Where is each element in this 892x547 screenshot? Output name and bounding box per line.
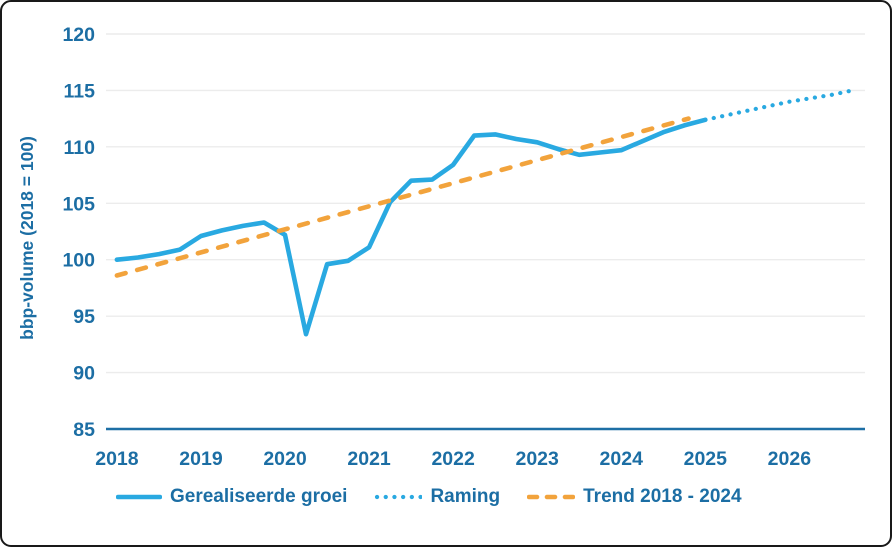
y-tick-label-100: 100 — [62, 250, 95, 272]
solid-line-swatch-icon — [116, 494, 162, 500]
x-tick-label-2025: 2025 — [684, 448, 728, 470]
axis-layer: 85 90 95 100 105 110 115 120 2018 2019 2020 2021 202… — [62, 24, 865, 470]
series-line-solid-0 — [114, 117, 708, 337]
x-tick-label-2021: 2021 — [347, 448, 391, 470]
y-tick-label-115: 115 — [64, 80, 96, 102]
legend-label-gerealiseerde-groei: Gerealiseerde groei — [170, 486, 348, 507]
x-tick-label-2023: 2023 — [515, 448, 559, 470]
x-tick-label-2022: 2022 — [431, 448, 475, 470]
legend-item-gerealiseerde-groei: Gerealiseerde groei — [116, 486, 347, 508]
series-line-dotted-1 — [703, 88, 855, 122]
legend: Gerealiseerde groei Raming Trend 2018 - … — [116, 486, 742, 508]
y-tick-label-120: 120 — [62, 24, 95, 46]
dashed-line-swatch-icon — [527, 494, 576, 500]
y-tick-label-95: 95 — [73, 306, 95, 328]
series-layer — [114, 88, 855, 337]
legend-label-raming: Raming — [430, 486, 501, 507]
y-tick-label-105: 105 — [62, 193, 95, 215]
x-tick-label-2026: 2026 — [768, 448, 812, 470]
legend-label-trend: Trend 2018 - 2024 — [583, 486, 742, 507]
y-tick-label-90: 90 — [73, 363, 95, 385]
legend-item-trend: Trend 2018 - 2024 — [527, 486, 742, 508]
x-tick-label-2018: 2018 — [95, 448, 139, 470]
y-tick-label-110: 110 — [64, 137, 96, 159]
grid-layer — [106, 33, 865, 374]
legend-item-raming: Raming — [374, 486, 500, 508]
y-tick-label-85: 85 — [73, 419, 95, 441]
series-line-dashed-2 — [114, 116, 691, 278]
x-tick-label-2020: 2020 — [263, 448, 307, 470]
x-tick-label-2024: 2024 — [600, 448, 644, 470]
y-axis-title: bbp-volume (2018 = 100) — [17, 136, 37, 340]
x-tick-label-2019: 2019 — [179, 448, 223, 470]
dotted-line-swatch-icon — [375, 494, 423, 500]
